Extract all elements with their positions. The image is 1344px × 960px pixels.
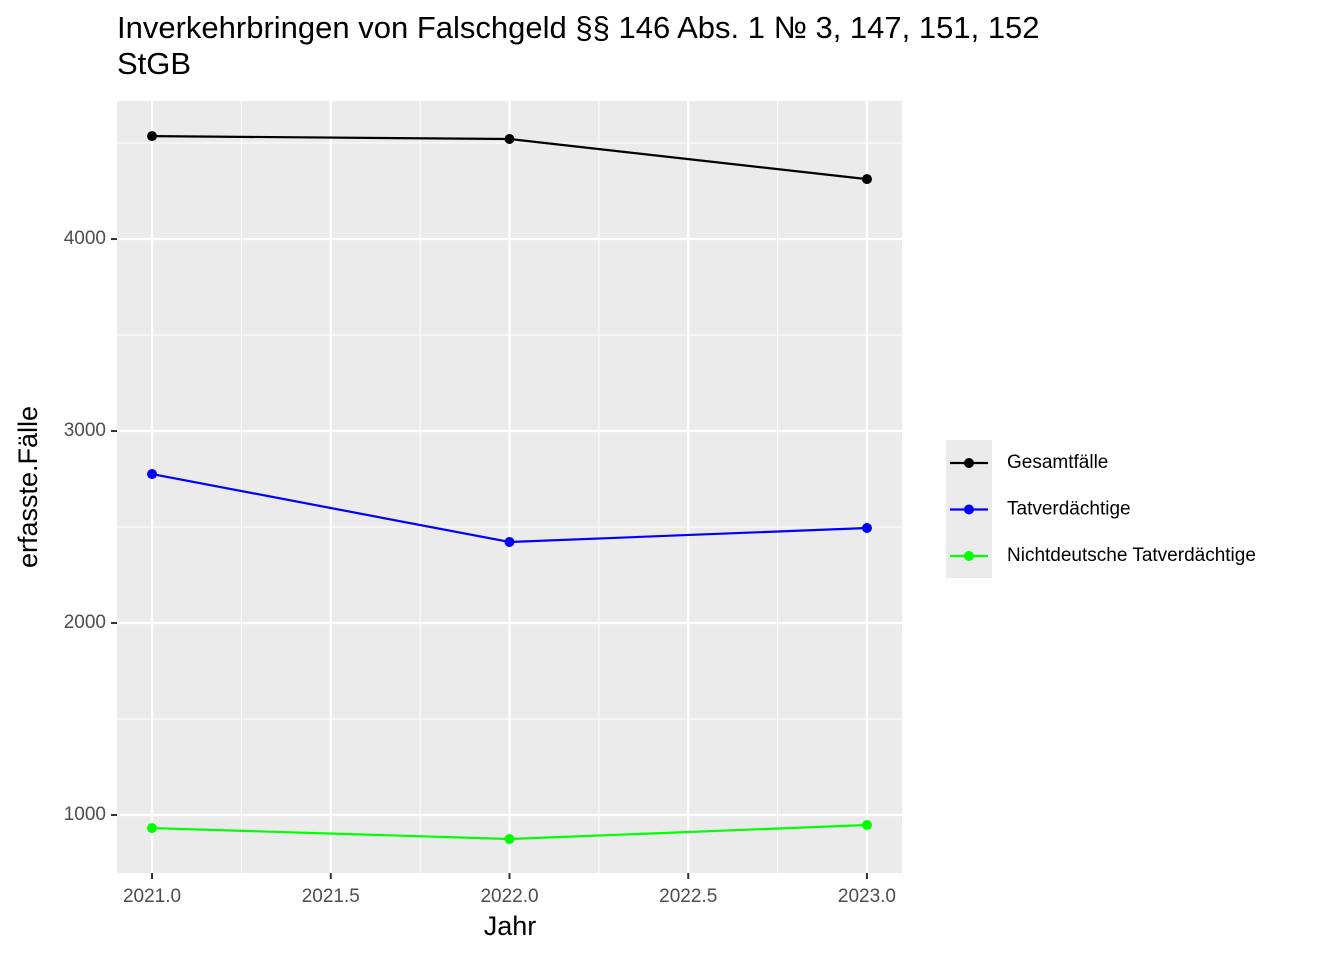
y-tick-label: 3000 [64, 420, 106, 441]
legend-key-point [964, 551, 974, 561]
legend-label: Nichtdeutsche Tatverdächtige [1007, 545, 1256, 566]
legend-key-point [964, 504, 974, 515]
data-point [861, 522, 872, 533]
legend-label: Gesamtfälle [1007, 452, 1108, 473]
x-tick-label: 2023.0 [838, 886, 896, 907]
chart-title: Inverkehrbringen von Falschgeld §§ 146 A… [117, 10, 1040, 81]
y-axis-title: erfasste.Fälle [13, 406, 43, 568]
y-tick-label: 4000 [64, 228, 106, 249]
x-tick-label: 2022.0 [480, 886, 538, 907]
legend-label: Tatverdächtige [1007, 499, 1131, 520]
x-axis-title: Jahr [484, 911, 537, 941]
grid [117, 101, 902, 873]
data-point [861, 820, 872, 831]
legend-key-point [964, 458, 974, 468]
data-point [861, 174, 872, 185]
y-tick-label: 1000 [64, 804, 106, 825]
marks [147, 131, 872, 845]
x-tick-label: 2021.0 [123, 886, 181, 907]
data-point [147, 469, 158, 480]
x-tick-label: 2021.5 [302, 886, 360, 907]
data-point [504, 834, 515, 845]
data-point [147, 823, 158, 834]
data-point [504, 134, 515, 145]
y-tick-label: 2000 [64, 612, 106, 633]
x-tick-label: 2022.5 [659, 886, 717, 907]
data-point [504, 537, 515, 548]
data-point [147, 131, 158, 142]
